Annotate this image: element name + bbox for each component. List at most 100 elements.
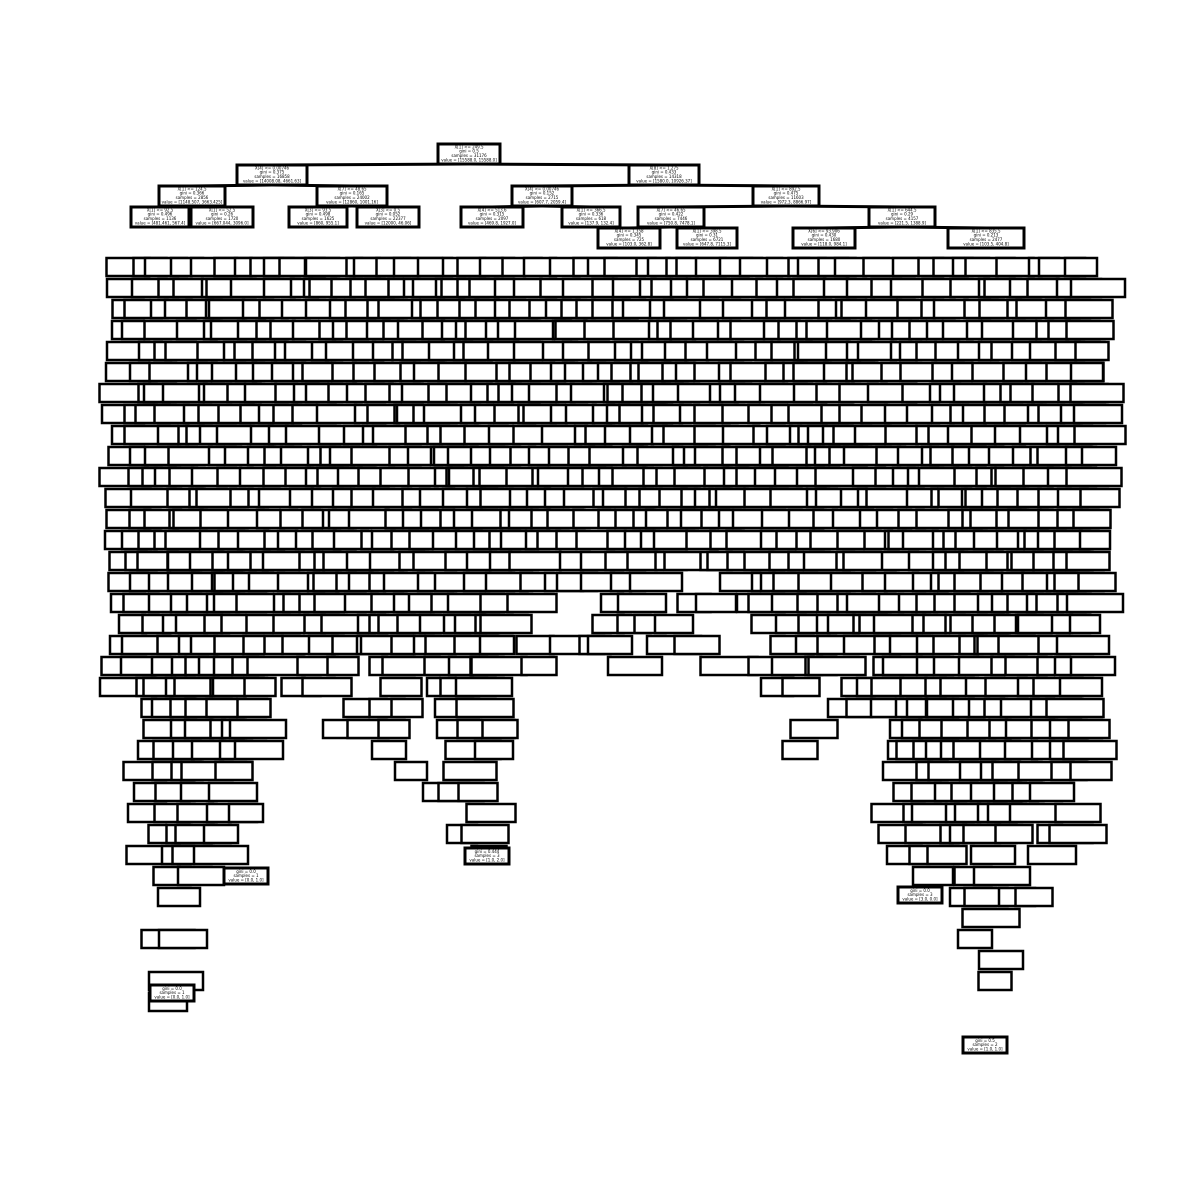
tree-node-box — [455, 697, 515, 719]
leaf-node-line: value = [0.0, 1.0] — [228, 877, 264, 882]
tree-node — [506, 592, 558, 614]
leaf-node-line: gini = 0.0 — [910, 888, 930, 893]
tree-node — [673, 634, 721, 656]
tree-node-box — [1028, 781, 1076, 803]
tree-node — [227, 802, 265, 824]
node-root-right-right-left-right-line: gini = 0.31 — [696, 233, 719, 238]
node-root-right-right-left-left-line: value = [103.0, 362.8] — [606, 241, 652, 246]
node-root-left-left-left-line: X[1] <= 92.5 — [147, 207, 174, 212]
leaf-node-line: samples = 1 — [233, 873, 259, 878]
node-root-left-right-line: samples = 24002 — [334, 195, 370, 200]
tree-node-box — [506, 592, 558, 614]
tree-node — [1062, 739, 1118, 761]
tree-node-box — [520, 655, 558, 677]
tree-node-box — [1048, 823, 1108, 845]
node-root-right-right-right-right-line: gini = 0.213 — [974, 233, 999, 238]
tree-node-box — [994, 823, 1034, 845]
tree-node — [479, 613, 533, 635]
tree-node — [460, 823, 510, 845]
leaf-node-line: gini = 0.444 — [475, 849, 500, 854]
tree-node-box — [586, 634, 634, 656]
node-root-right-left-left-line: X[4] <= 513.6 — [477, 207, 507, 212]
node-root-left-left-left-line: gini = 0.496 — [148, 212, 173, 217]
tree-node — [1072, 508, 1112, 530]
tree-node-box — [192, 844, 250, 866]
tree-node — [390, 697, 424, 719]
tree-node-box — [301, 676, 353, 698]
tree-node — [236, 697, 272, 719]
tree-node-box — [508, 550, 562, 572]
tree-node — [606, 655, 664, 677]
tree-node — [961, 907, 1021, 929]
tree-node — [246, 655, 306, 677]
tree-node — [393, 760, 429, 782]
tree-node-box — [977, 970, 1013, 992]
tree-node-box — [606, 655, 664, 677]
node-root-left-right-line: X[7] <= 48.65 — [337, 186, 367, 191]
tree-node — [156, 886, 202, 908]
node-root-right-right-line: X[1] <= 892.5 — [771, 186, 801, 191]
node-root-right-right-right-left-line: samples = 1680 — [808, 237, 841, 242]
node-root-right-right-right-right-box — [946, 226, 1026, 250]
tree-node — [911, 865, 955, 887]
node-root-left-left-left-line: samples = 1136 — [144, 216, 177, 221]
node-root-left-right-right-line: samples = 22377 — [370, 216, 406, 221]
node-root-line: value = [15588.0, 15588.0] — [441, 157, 497, 162]
tree-node — [1067, 718, 1111, 740]
node-root-left-right-right-line: X[3] <= 0.5 — [376, 207, 400, 212]
tree-node — [233, 739, 285, 761]
tree-node-box — [926, 844, 968, 866]
node-root-right-right-line: value = [972.3, 8866.97] — [761, 199, 812, 204]
node-root-box — [436, 142, 502, 166]
tree-node-box — [1073, 424, 1127, 446]
tree-node-box — [227, 802, 265, 824]
tree-node-box — [460, 823, 510, 845]
node-root-right-right-right-box — [867, 205, 937, 229]
tree-node-box — [1068, 613, 1102, 635]
leaf-node-box — [148, 983, 196, 1003]
node-root-left-right-left-line: samples = 1625 — [302, 216, 335, 221]
tree-node — [586, 634, 634, 656]
tree-node — [926, 844, 968, 866]
tree-node — [977, 949, 1025, 971]
node-root-right-left-left-box — [459, 205, 525, 229]
tree-node — [301, 676, 353, 698]
tree-node — [1055, 634, 1111, 656]
tree-node-box — [157, 928, 209, 950]
tree-node — [457, 781, 499, 803]
tree-node-box — [781, 739, 819, 761]
tree-node-box — [246, 655, 306, 677]
tree-node-box — [1065, 550, 1111, 572]
leaf-node-line: samples = 1 — [159, 990, 185, 995]
tree-node-box — [202, 823, 240, 845]
node-root-right-left-box — [510, 184, 574, 208]
tree-node-box — [393, 760, 429, 782]
tree-node-box — [969, 844, 1017, 866]
node-root-right-right-right-right-line: samples = 2477 — [970, 237, 1003, 242]
tree-node-box — [1074, 340, 1110, 362]
leaf-node-line: value = [1.0, 1.0] — [967, 1046, 1003, 1051]
tree-node-box — [1014, 886, 1054, 908]
leaf-node-line: gini = 0.5 — [975, 1038, 995, 1043]
node-root-right-box — [627, 163, 701, 187]
node-root-right-left-line: value = [607.7, 2059.4] — [518, 199, 566, 204]
leaf-node-line: value = [3.0, 0.0] — [902, 896, 938, 901]
node-root-right-left-right-line: value = [137.9, 132.4] — [568, 220, 614, 225]
tree-node-box — [473, 739, 515, 761]
tree-node-box — [956, 928, 994, 950]
node-root-right-right-right-right-line: value = [103.5, 404.8] — [963, 241, 1009, 246]
node-root-left-right-right-line: value = [12000, 46.06] — [365, 220, 412, 225]
tree-node-box — [694, 592, 738, 614]
node-root-right-right-left-box — [636, 205, 706, 229]
node-root-left-line: X[4] <= 0.00746 — [255, 165, 290, 170]
